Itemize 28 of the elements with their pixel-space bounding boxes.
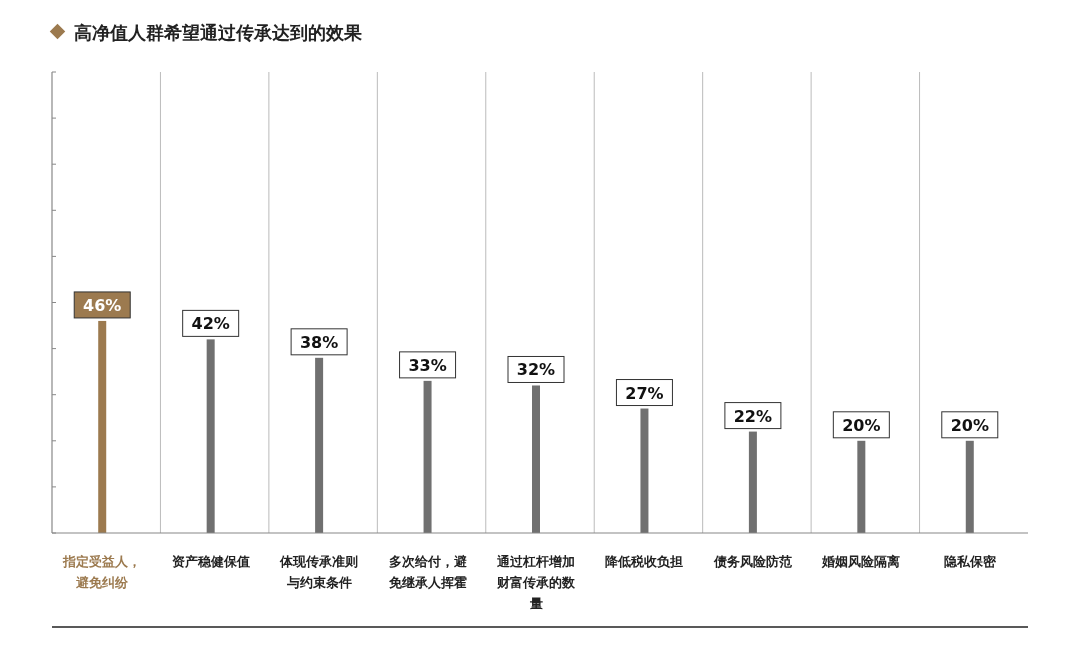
data-label: 20% xyxy=(842,415,881,435)
data-label: 38% xyxy=(299,332,339,352)
x-tick-label: 婚姻风险隔离 xyxy=(821,554,901,569)
x-tick-label: 资产稳健保值 xyxy=(171,554,250,569)
bar xyxy=(206,339,215,533)
data-label: 22% xyxy=(733,406,773,426)
x-tick-label: 降低税收负担 xyxy=(605,554,684,569)
bar xyxy=(640,408,649,533)
x-tick-label: 隐私保密 xyxy=(943,554,997,569)
x-tick-label: 债务风险防范 xyxy=(712,554,792,569)
data-label: 42% xyxy=(191,314,230,334)
data-label: 46% xyxy=(83,295,122,315)
data-label: 33% xyxy=(408,355,447,375)
chart-title: 高净值人群希望通过传承达到的效果 xyxy=(74,22,363,43)
data-label: 20% xyxy=(950,415,989,435)
x-tick-label: 指定受益人，避免纠纷 xyxy=(62,554,142,590)
bar xyxy=(857,440,866,533)
bar xyxy=(98,320,107,533)
bar xyxy=(423,380,432,533)
bar xyxy=(315,357,324,533)
bar xyxy=(748,431,757,533)
bar xyxy=(532,385,540,533)
bar xyxy=(965,440,974,533)
x-tick-label: 通过杠杆增加财富传承的数量 xyxy=(496,554,576,611)
data-label: 27% xyxy=(625,383,664,403)
x-tick-label: 体现传承准则与约束条件 xyxy=(279,554,359,590)
x-tick-label: 多次给付，避免继承人挥霍 xyxy=(387,554,468,590)
data-label: 32% xyxy=(516,360,556,380)
